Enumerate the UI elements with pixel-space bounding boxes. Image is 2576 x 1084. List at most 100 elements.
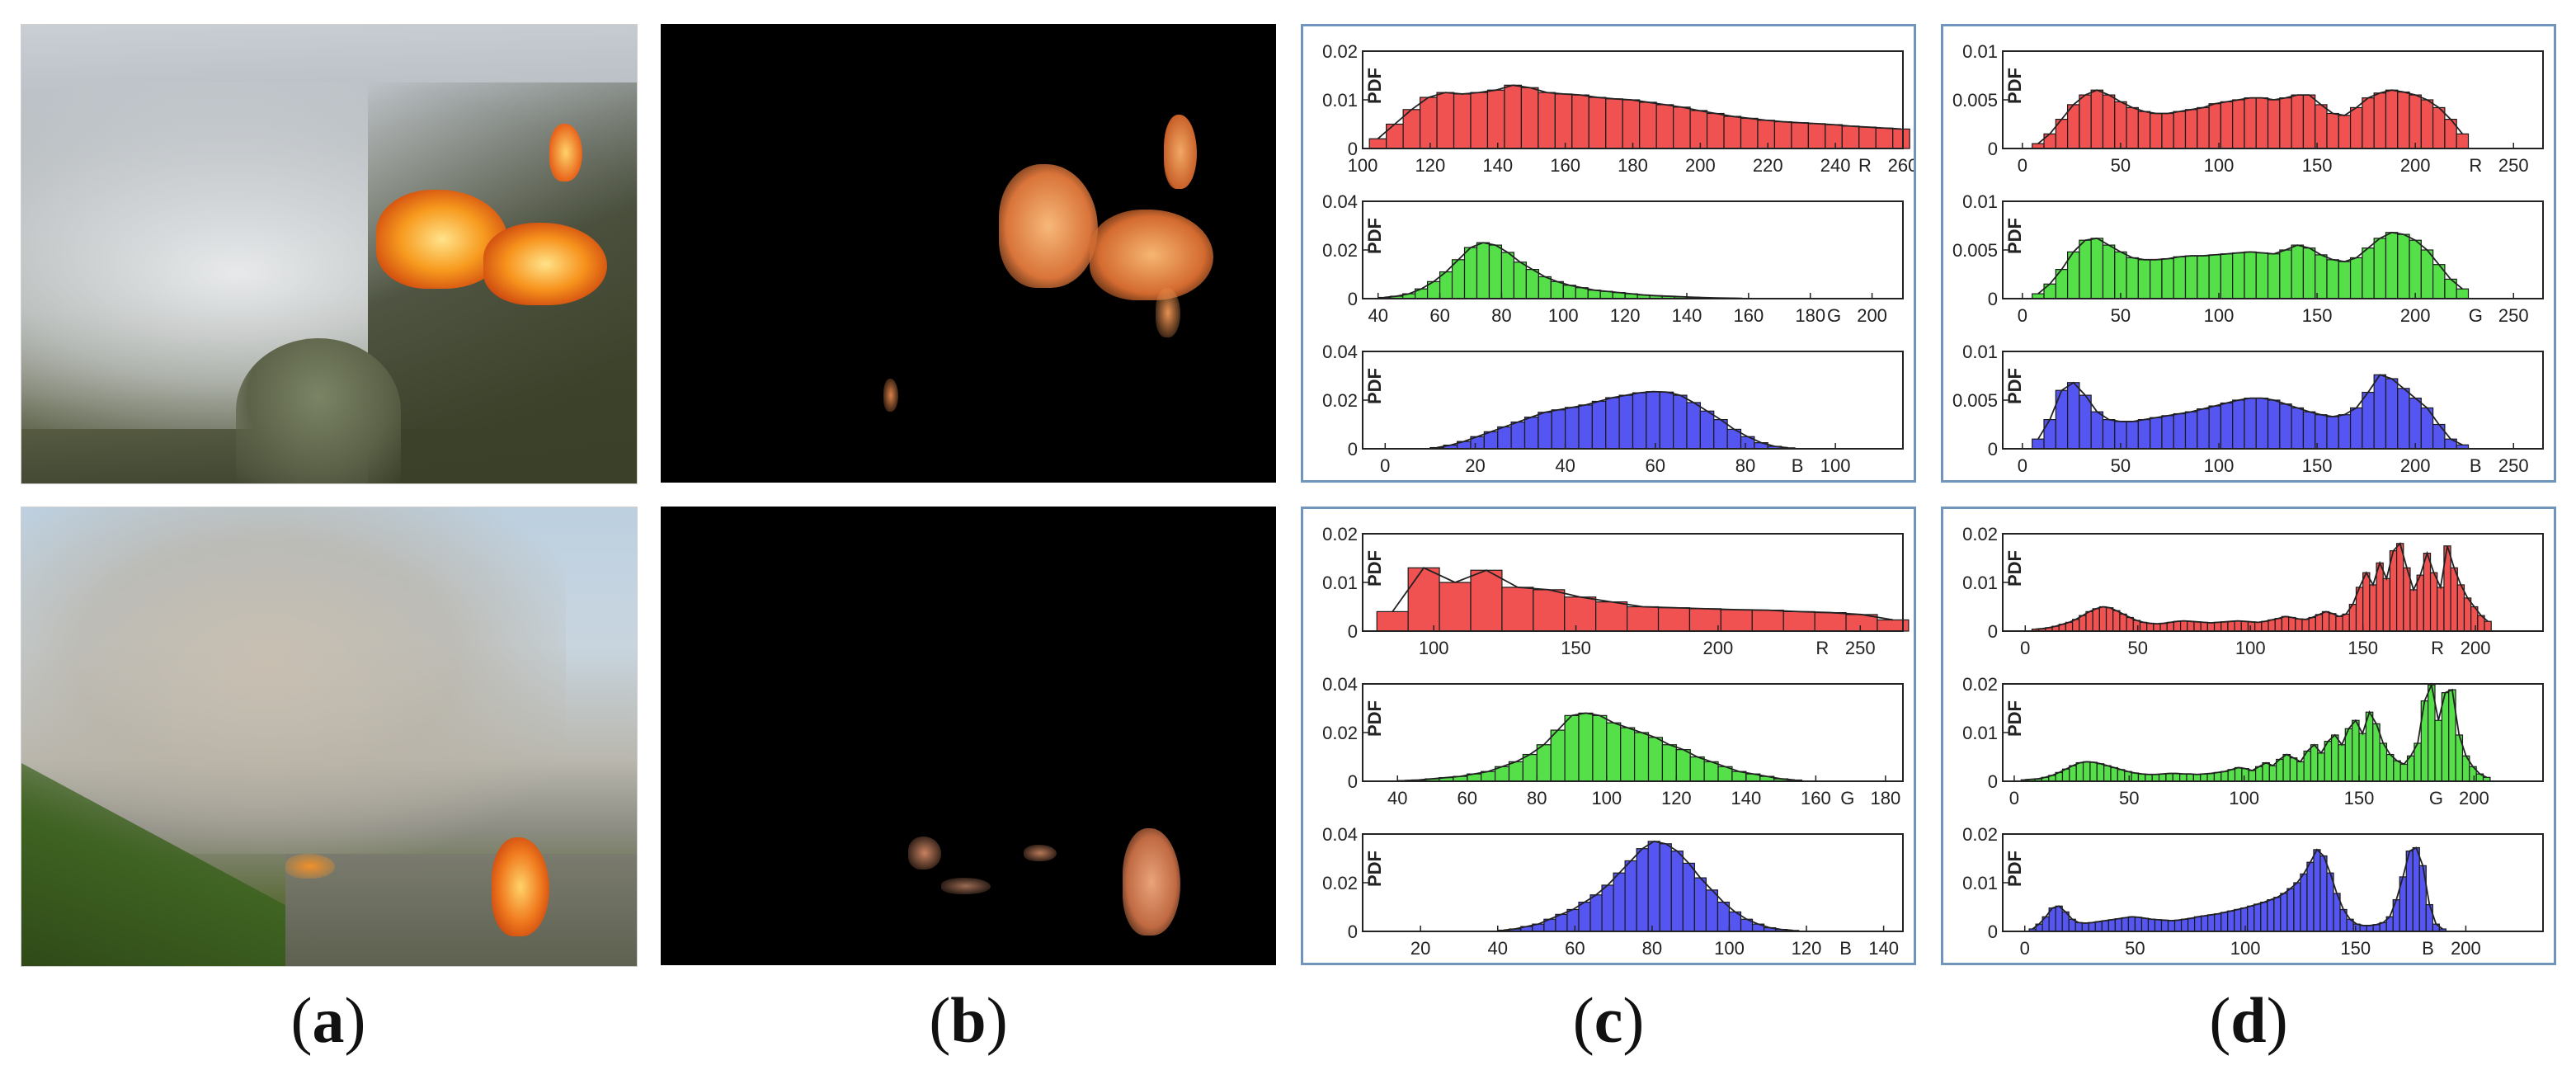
hist-c-top-b-bar-16 [1646, 391, 1660, 450]
hist-d-top-r-bar-32 [2409, 94, 2422, 149]
hist-d-top-g-bar-5 [2090, 238, 2104, 299]
hist-c-bottom-b-bar-6 [1566, 908, 1580, 932]
hist-d-bottom-r-bar-16 [2139, 621, 2148, 632]
hist-d-top-r-bar-14 [2197, 106, 2210, 149]
hist-d-bottom-b-bar-17 [2140, 917, 2150, 932]
hist-c-bottom-g: 40 60 80 100 120 140 160 180 G 0 0.02 0.04 PDF [1322, 674, 1904, 808]
hist-c-top-r: 100 120 140 160 180 200 220 240 260 R 0 0.01 0.02 PDF [1322, 41, 1914, 176]
hist-c-bottom-r-ytick-label-2: 0.02 [1322, 524, 1358, 544]
hist-d-top-b-bar-25 [2326, 416, 2339, 450]
hist-d-bottom-b-xlabel: B [2422, 938, 2434, 959]
hist-c-bottom-r-ylabel: PDF [1364, 550, 1385, 587]
hist-c-top-r-bar-14 [1605, 98, 1623, 149]
hist-d-top-g-xtick-label-2: 100 [2204, 305, 2235, 326]
hist-c-bottom-g-xtick-label-5: 140 [1731, 788, 1761, 808]
hist-d-bottom-b-xtick-label-1: 50 [2125, 938, 2145, 959]
hist-d-bottom-g-xtick-label-0: 0 [2009, 788, 2019, 808]
hist-d-bottom-b-bar-28 [2214, 913, 2222, 932]
hist-c-top-r-bar-3 [1419, 97, 1438, 149]
hist-c-bottom-b-xtick-label-3: 80 [1642, 938, 1662, 959]
hist-d-top-g-bar-24 [2315, 254, 2328, 299]
hist-c-top-b-bar-17 [1659, 391, 1674, 450]
hist-c-top-r-bar-7 [1486, 89, 1505, 149]
hist-d-bottom-r-bar-50 [2369, 584, 2377, 632]
hist-c-bottom-r-density-line [1392, 567, 1894, 621]
hist-d-top-b-bar-9 [2137, 419, 2151, 450]
hist-c-top-r-bar-26 [1807, 123, 1826, 149]
hist-d-top-b-bar-20 [2267, 399, 2281, 450]
hist-c-top-g-xtick-label-8: 200 [1857, 305, 1887, 326]
hist-d-bottom-r-bar-31 [2240, 620, 2249, 632]
hist-d-bottom-r-bar-8 [2085, 610, 2093, 632]
hist-d-bottom-g-bar-21 [2165, 772, 2173, 782]
hist-d-bottom-r-bar-14 [2126, 616, 2134, 632]
hist-d-top-g-bar-12 [2173, 256, 2187, 299]
hist-d-bottom-r-bar-27 [2213, 621, 2222, 632]
hist-c-top-r-bar-4 [1436, 92, 1455, 149]
hist-c-bottom-b-ytick-label-2: 0.04 [1322, 824, 1358, 845]
hist-d-bottom-r-bar-54 [2396, 543, 2404, 632]
hist-d-bottom-r-bar-63 [2456, 584, 2465, 632]
hist-d-top-r-bar-23 [2302, 94, 2316, 149]
hist-d-top-g-bar-36 [2456, 288, 2470, 299]
hist-c-top-g-ylabel: PDF [1364, 218, 1385, 254]
hist-d-top-r-bar-6 [2102, 94, 2116, 149]
hist-d-top-b-bar-29 [2373, 374, 2387, 450]
hist-d-bottom-b-bar-60 [2425, 903, 2433, 932]
hist-c-bottom-b-bar-15 [1670, 851, 1684, 932]
hist-d-bottom-g-bar-17 [2137, 773, 2146, 782]
hist-d-bottom-g-bar-26 [2200, 773, 2208, 782]
hist-d-bottom-g-ytick-label-2: 0.02 [1962, 674, 1998, 695]
hist-d-bottom-b-xtick-label-2: 100 [2230, 938, 2261, 959]
hist-d-bottom-b-ytick-label-2: 0.02 [1962, 824, 1998, 845]
caption-c: (c) [1572, 984, 1645, 1056]
hist-d-top-g-xtick-label-3: 150 [2302, 305, 2333, 326]
hist-d-bottom-r-bar-25 [2200, 621, 2208, 632]
caption-b: (b) [929, 984, 1008, 1056]
hist-c-bottom-g-ytick-label-2: 0.04 [1322, 674, 1358, 695]
hist-d-top-r-xtick-label-0: 0 [2018, 155, 2027, 176]
hist-d-bottom-r-ytick-label-2: 0.02 [1962, 524, 1998, 544]
hist-d-bottom-b: 0 50 100 150 200 B 0 0.01 0.02 PDF [1962, 824, 2544, 959]
hist-d-bottom-r-bar-29 [2227, 620, 2235, 632]
hist-c-bottom-g-xtick-label-0: 40 [1387, 788, 1407, 808]
hist-c-top-r-ytick-label-1: 0.01 [1322, 90, 1358, 111]
hist-d-bottom-r: 0 50 100 150 200 R 0 0.01 0.02 PDF [1962, 524, 2544, 658]
hist-c-bottom-r-xtick-label-2: 200 [1703, 638, 1734, 658]
hist-d-top-g-bar-10 [2150, 259, 2163, 299]
hist-d-top-b-bar-15 [2208, 405, 2221, 450]
hist-d-bottom-g-bar-18 [2145, 774, 2153, 782]
hist-c-bottom-r-bar-2 [1439, 582, 1472, 632]
hist-d-bottom-g-xtick-label-3: 150 [2344, 788, 2375, 808]
hist-c-top-b-xtick-label-3: 60 [1646, 455, 1665, 476]
hist-d-top-g-ytick-label-0: 0 [1988, 289, 1998, 309]
hist-c-bottom-g-bar-9 [1522, 753, 1538, 782]
hist-c-top-r-xtick-label-2: 140 [1482, 155, 1513, 176]
hist-d-top-r-xtick-label-1: 50 [2111, 155, 2131, 176]
caption-a: (a) [290, 984, 366, 1056]
hist-d-top-r-bar-17 [2232, 99, 2245, 149]
hist-c-top-r-ytick-label-0: 0 [1348, 139, 1358, 159]
hist-c-top-r-density-line [1377, 84, 1902, 139]
fire-mask-bottom [661, 507, 1276, 965]
hist-c-bottom-b-xtick-label-6: 140 [1868, 938, 1899, 959]
hist-c-top-b-xtick-label-5: 100 [1820, 455, 1851, 476]
hist-d-bottom-g-bar-55 [2399, 763, 2409, 782]
hist-c-bottom-g-bar-15 [1606, 722, 1622, 782]
hist-d-top-g-xtick-label-5: 250 [2498, 305, 2529, 326]
hist-d-bottom-r-ytick-label-0: 0 [1988, 621, 1998, 642]
hist-c-bottom-r-bar-7 [1595, 601, 1628, 632]
hist-d-top-r-bar-7 [2114, 101, 2127, 149]
hist-d-bottom-r-bar-43 [2321, 610, 2330, 632]
hist-c-bottom-b-xtick-label-4: 100 [1714, 938, 1745, 959]
hist-d-top-r-bar-28 [2362, 97, 2375, 149]
hist-c-bottom-g-bar-13 [1578, 712, 1594, 782]
hist-c-top-r-bar-22 [1740, 117, 1759, 149]
hist-c-top-r-bar-0 [1368, 138, 1387, 149]
hist-c-bottom-r-bar-5 [1533, 589, 1566, 632]
hist-d-top-r-bar-8 [2126, 106, 2139, 149]
hist-d-top-b-bar-17 [2232, 399, 2245, 450]
hist-d-top-b-bar-14 [2197, 408, 2210, 450]
hist-d-bottom-g-bar-31 [2234, 766, 2243, 782]
